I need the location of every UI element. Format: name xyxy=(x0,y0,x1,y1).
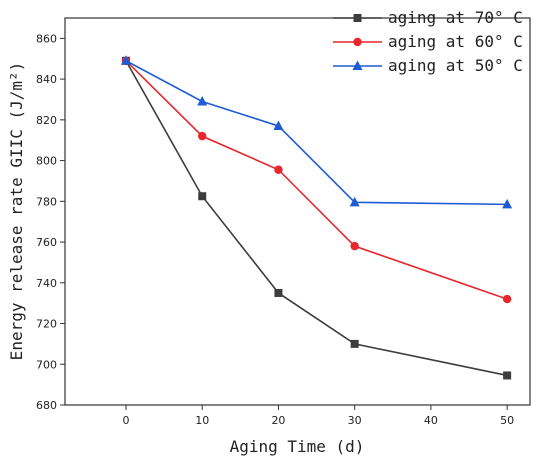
x-tick-label: 40 xyxy=(424,414,438,427)
legend-label: aging at 50° C xyxy=(388,56,523,75)
plot-frame xyxy=(64,17,531,406)
legend-marker xyxy=(353,37,362,47)
data-point xyxy=(502,198,513,209)
y-tick-label: 700 xyxy=(36,358,57,371)
data-point xyxy=(350,339,359,348)
data-point xyxy=(198,131,207,141)
legend-marker xyxy=(353,14,362,22)
x-tick-label: 10 xyxy=(195,414,209,427)
series-line xyxy=(125,60,508,300)
series-line xyxy=(125,60,508,206)
data-point xyxy=(274,288,283,297)
y-tick-label: 740 xyxy=(36,277,57,290)
y-tick-label: 860 xyxy=(36,32,57,45)
x-tick-label: 30 xyxy=(348,414,362,427)
data-point xyxy=(502,294,512,304)
y-tick-label: 800 xyxy=(36,155,57,168)
y-tick-label: 720 xyxy=(36,318,57,331)
legend-label: aging at 60° C xyxy=(388,32,523,51)
y-tick-label: 760 xyxy=(36,236,57,249)
legend-marker xyxy=(352,60,363,70)
y-tick-label: 680 xyxy=(36,399,57,412)
y-tick-label: 840 xyxy=(36,73,57,86)
y-axis-label: Energy release rate GIIC (J/m²) xyxy=(7,62,26,361)
x-tick-label: 20 xyxy=(271,414,285,427)
data-point xyxy=(197,96,208,106)
y-tick-label: 780 xyxy=(36,195,57,208)
data-point xyxy=(274,165,283,174)
data-point xyxy=(349,196,360,207)
data-point xyxy=(350,241,359,251)
data-point xyxy=(273,120,284,130)
data-point xyxy=(503,371,512,380)
data-point xyxy=(120,55,131,65)
x-axis-label: Aging Time (d) xyxy=(230,437,365,456)
x-tick-label: 0 xyxy=(122,414,129,427)
legend-label: aging at 70° C xyxy=(388,8,523,27)
x-tick-label: 50 xyxy=(500,414,514,427)
y-tick-label: 820 xyxy=(36,114,57,127)
series-line xyxy=(125,60,508,377)
data-point xyxy=(198,192,207,201)
